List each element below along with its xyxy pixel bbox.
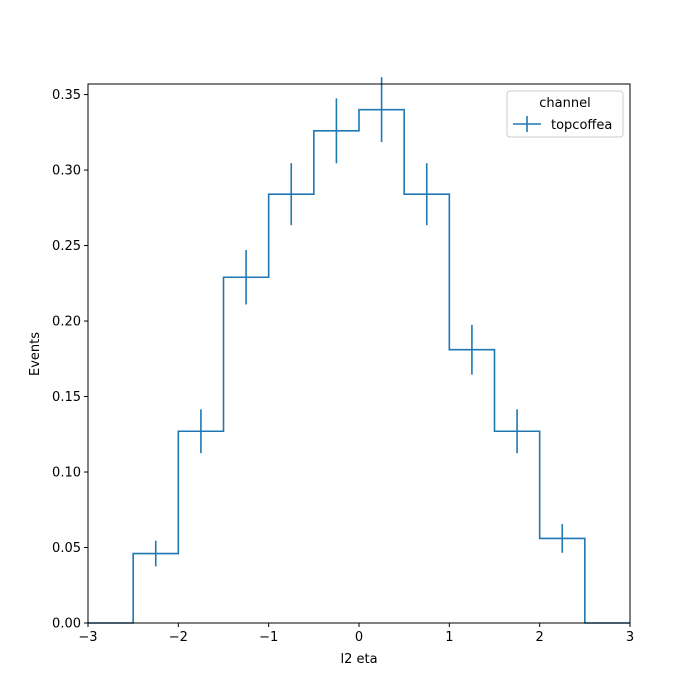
y-tick-label: 0.10 bbox=[52, 466, 81, 481]
x-tick-label: 3 bbox=[626, 630, 634, 645]
x-axis-label: l2 eta bbox=[340, 652, 377, 667]
x-axis: −3 −2 −1 0 1 2 3 bbox=[78, 623, 634, 645]
y-axis: 0.00 0.05 0.10 0.15 0.20 0.25 0.30 0.35 bbox=[52, 88, 88, 632]
plot-area bbox=[88, 77, 630, 624]
y-tick-label: 0.15 bbox=[52, 390, 81, 405]
legend: channel topcoffea bbox=[506, 90, 624, 138]
x-tick-label: −3 bbox=[78, 630, 97, 645]
y-tick-label: 0.35 bbox=[52, 88, 81, 103]
y-tick-label: 0.30 bbox=[52, 164, 81, 179]
x-tick-label: −1 bbox=[259, 630, 278, 645]
axes-frame bbox=[87, 83, 631, 624]
y-tick-label: 0.20 bbox=[52, 315, 81, 330]
legend-series-marker bbox=[513, 116, 541, 132]
x-tick-label: 0 bbox=[355, 630, 363, 645]
y-tick-label: 0.00 bbox=[52, 617, 81, 632]
x-tick-label: 2 bbox=[536, 630, 544, 645]
x-tick-label: −2 bbox=[169, 630, 188, 645]
legend-box bbox=[506, 90, 624, 138]
legend-title: channel bbox=[539, 96, 590, 111]
y-tick-label: 0.25 bbox=[52, 239, 81, 254]
y-tick-label: 0.05 bbox=[52, 541, 81, 556]
histogram-step-line bbox=[88, 108, 630, 624]
y-axis-label: Events bbox=[28, 332, 43, 376]
x-tick-label: 1 bbox=[445, 630, 453, 645]
legend-series-label: topcoffea bbox=[551, 118, 612, 133]
